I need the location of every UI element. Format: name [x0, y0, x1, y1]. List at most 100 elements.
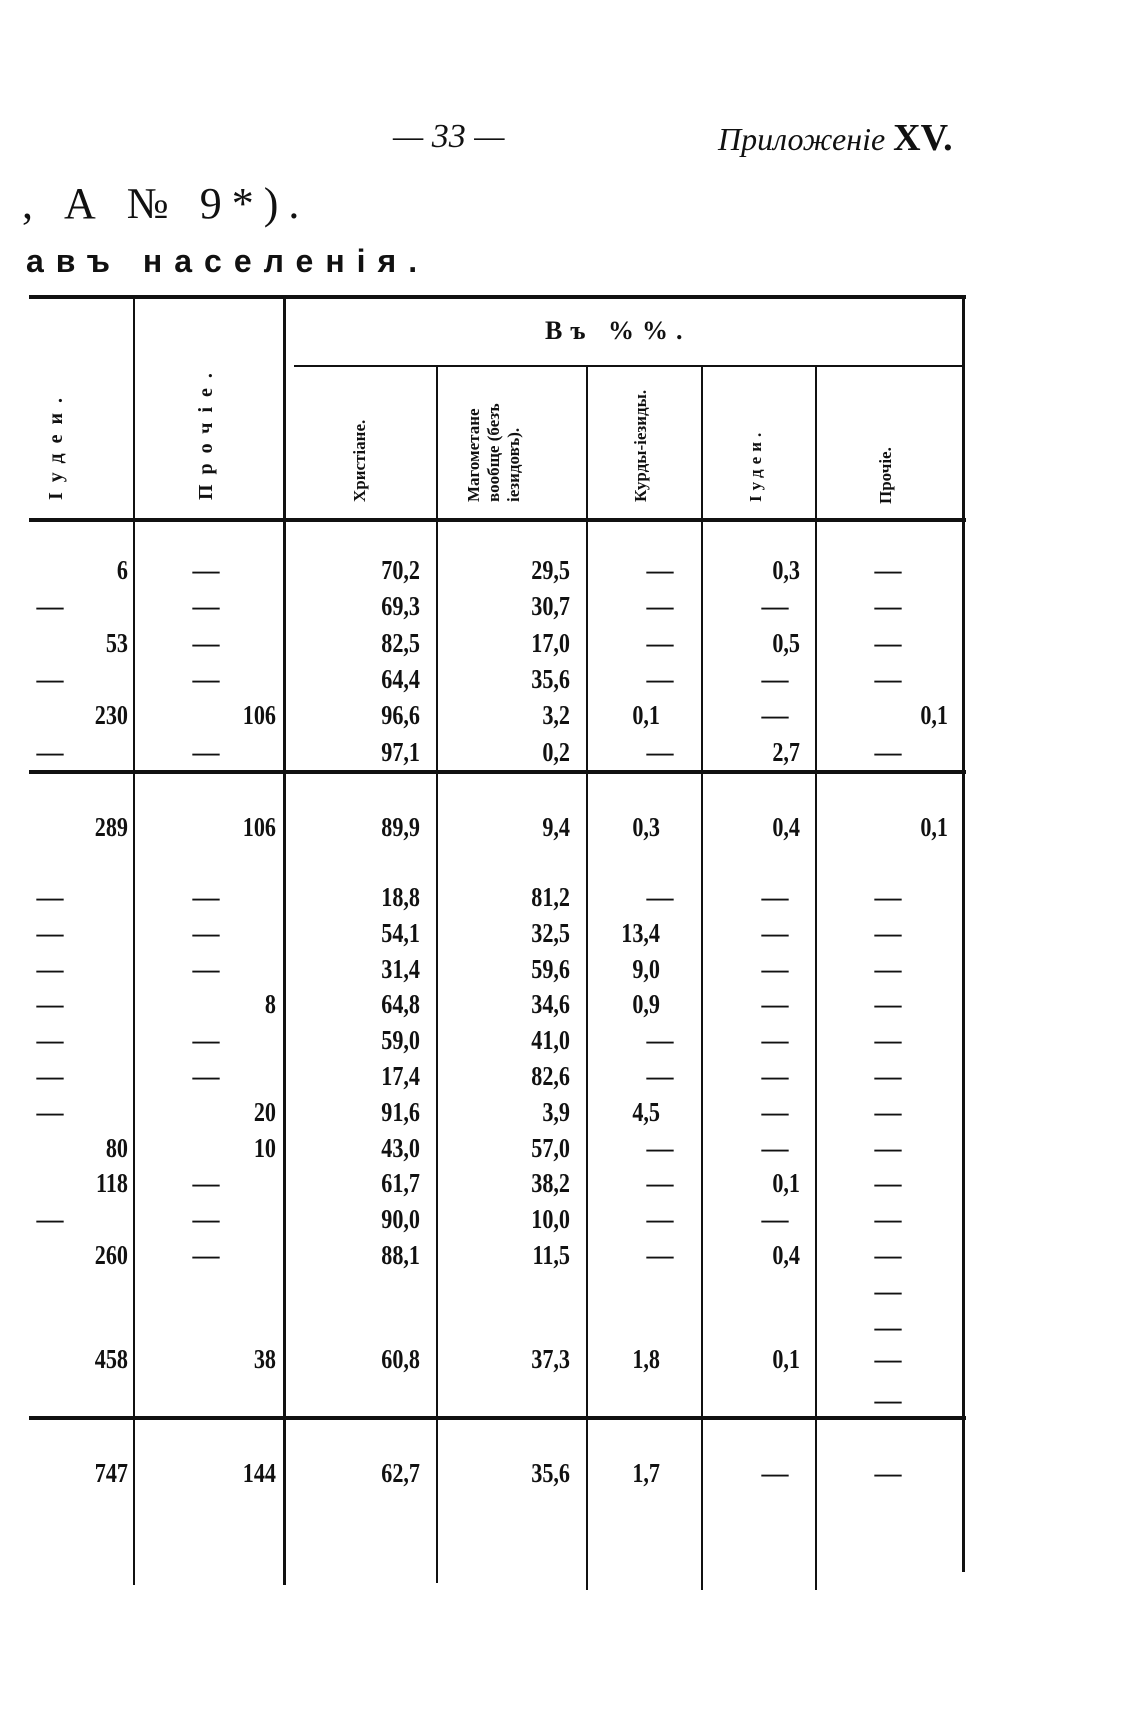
section1-row-cell: 17,0: [531, 627, 570, 658]
section2-total-cell: 38: [253, 1344, 276, 1374]
section2-row-cell: —: [36, 1204, 64, 1235]
header-bottom-rule: [29, 518, 966, 522]
section1-row-cell: 0,3: [772, 555, 800, 585]
section2-row-cell: —: [761, 1204, 789, 1235]
section2-row-cell: —: [874, 989, 902, 1020]
section2-row-cell: —: [761, 1025, 789, 1056]
section2-row-cell: 32,5: [531, 917, 570, 948]
section1-row-cell: 0,5: [772, 627, 800, 658]
column-header-muslims: Магометане вообще (безъ іезидовъ).: [464, 403, 523, 502]
section1-row-cell: —: [646, 736, 674, 767]
section1-row-cell: —: [761, 663, 789, 694]
section2-row-cell: —: [874, 917, 902, 948]
table-title: , А № 9*).: [22, 179, 310, 228]
section2-row-cell: —: [874, 1204, 902, 1235]
section2-row-cell: 10: [253, 1132, 276, 1163]
page-number: — 33 —: [393, 118, 505, 155]
section2-row-cell: —: [646, 882, 674, 912]
section1-row-cell: —: [192, 591, 220, 622]
section1-row-cell: 64,4: [381, 663, 420, 694]
section2-row-cell: —: [36, 989, 64, 1020]
section2-row-cell: —: [874, 1132, 902, 1163]
column-divider: [283, 297, 286, 1585]
section1-row-cell: 0,2: [542, 736, 570, 767]
section1-total-cell: 0,1: [920, 812, 948, 842]
section2-row-cell: 61,7: [381, 1168, 420, 1199]
section1-row-cell: 53: [105, 627, 128, 658]
section2-row-cell: 81,2: [531, 882, 570, 912]
section1-row-cell: 70,2: [381, 555, 420, 585]
grand-total-cell: 747: [94, 1458, 128, 1488]
section2-row-cell: 17,4: [381, 1061, 420, 1091]
section2-row-cell: —: [646, 1204, 674, 1235]
section1-total-cell: 0,4: [772, 812, 800, 842]
column-divider: [815, 365, 817, 1590]
section2-row-cell: 38,2: [531, 1168, 570, 1199]
column-header-kurds-yezidis: Курды-іезиды.: [631, 389, 650, 502]
section2-row-cell: 20: [253, 1096, 276, 1127]
section1-total-cell: 289: [94, 812, 128, 842]
section1-row-cell: —: [761, 700, 789, 731]
table-right-border: [962, 297, 965, 1572]
section1-row-cell: 106: [242, 700, 276, 731]
section2-row-cell: 9,0: [632, 953, 660, 984]
section1-row-cell: 97,1: [381, 736, 420, 767]
section1-row-cell: 2,7: [772, 736, 800, 767]
grand-total-cell: —: [761, 1458, 789, 1488]
section2-total-cell: 1,8: [632, 1344, 660, 1374]
grand-total-cell: 1,7: [632, 1458, 660, 1488]
section1-row-cell: —: [761, 591, 789, 622]
section2-row-cell: —: [874, 1096, 902, 1127]
section2-row-cell: 0,9: [632, 989, 660, 1020]
section2-row-cell: 10,0: [531, 1204, 570, 1235]
section1-row-cell: —: [874, 591, 902, 622]
group-header-rule: [294, 365, 964, 367]
section1-row-cell: 69,3: [381, 591, 420, 622]
section2-row-cell: —: [874, 953, 902, 984]
section1-total-cell: 89,9: [381, 812, 420, 842]
column-header-others-pct: Прочіе.: [876, 447, 895, 504]
column-header-jews-pct: Iудеи.: [746, 427, 765, 502]
section2-row-cell: —: [874, 1240, 902, 1270]
section2-row-cell: —: [192, 917, 220, 948]
section2-row-cell: 59,6: [531, 953, 570, 984]
section2-row-cell: 260: [94, 1240, 128, 1270]
section1-row-cell: 82,5: [381, 627, 420, 658]
section2-row-cell: 31,4: [381, 953, 420, 984]
section1-row-cell: —: [646, 555, 674, 585]
section2-row-cell: —: [36, 882, 64, 912]
section2-row-cell: —: [192, 1025, 220, 1056]
section2-row-cell: —: [36, 1096, 64, 1127]
section1-row-cell: —: [646, 663, 674, 694]
section2-row-cell: —: [874, 882, 902, 912]
section2-row-cell: 59,0: [381, 1025, 420, 1056]
grand-total-cell: 144: [242, 1458, 276, 1488]
section1-row-cell: —: [874, 663, 902, 694]
section2-row-cell: 54,1: [381, 917, 420, 948]
section2-row-cell: 90,0: [381, 1204, 420, 1235]
column-divider: [701, 365, 703, 1590]
section1-row-cell: —: [646, 591, 674, 622]
section2-row-cell: 43,0: [381, 1132, 420, 1163]
section2-row-cell: —: [761, 1096, 789, 1127]
section2-row-cell: 118: [96, 1168, 128, 1199]
section2-row-cell: —: [646, 1132, 674, 1163]
grand-total-cell: 62,7: [381, 1458, 420, 1488]
section2-row-cell: —: [192, 1204, 220, 1235]
section1-rule: [29, 770, 966, 774]
section2-row-cell: 88,1: [381, 1240, 420, 1270]
section2-row-cell: 80: [105, 1132, 128, 1163]
section2-row-cell: —: [36, 917, 64, 948]
section1-row-cell: 3,2: [542, 700, 570, 731]
section2-row-cell: —: [761, 953, 789, 984]
section2-rule: [29, 1416, 966, 1420]
section1-row-cell: —: [192, 736, 220, 767]
section2-row-cell: —: [874, 1275, 902, 1306]
appendix-number: XV.: [893, 117, 953, 159]
section2-row-cell: 0,4: [772, 1240, 800, 1270]
section2-extra-cell: —: [874, 1385, 902, 1415]
section1-row-cell: —: [646, 627, 674, 658]
section2-total-cell: 37,3: [531, 1344, 570, 1374]
table-subtitle: авъ населенія.: [26, 243, 430, 279]
section2-row-cell: —: [646, 1061, 674, 1091]
